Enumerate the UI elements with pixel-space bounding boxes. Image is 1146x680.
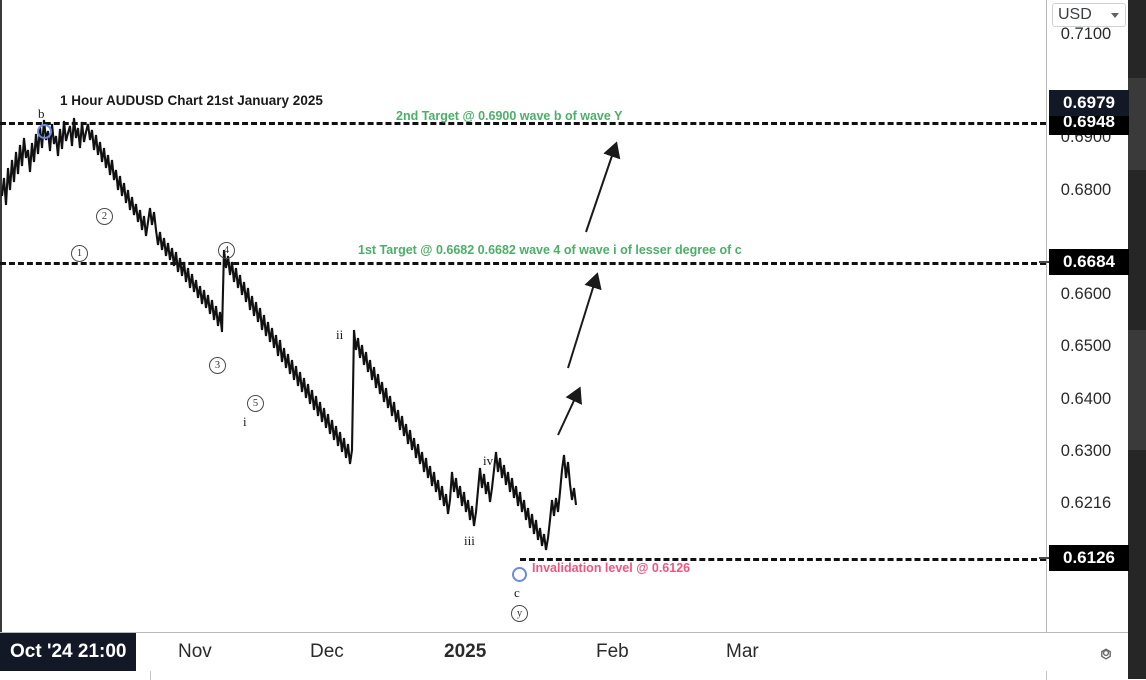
right-edge-strip — [1128, 0, 1146, 679]
price-tick-2: 0.6800 — [1060, 181, 1112, 199]
price-tick-7: 0.6216 — [1060, 494, 1112, 512]
annotation-2nd-target: 2nd Target @ 0.6900 wave b of wave Y — [396, 109, 623, 123]
annotation-1st-target: 1st Target @ 0.6682 0.6682 wave 4 of wav… — [358, 243, 742, 257]
price-axis[interactable]: 0.7100 0.6900 0.6800 0.6600 0.6500 0.640… — [1039, 0, 1129, 632]
time-tick-nov: Nov — [178, 641, 212, 662]
right-strip-segment-2 — [1128, 330, 1146, 450]
pivot-marker-c — [512, 567, 527, 582]
price-badge-tick-0-6126 — [1039, 557, 1049, 559]
level-line-invalidation — [520, 558, 1046, 561]
time-badge-current[interactable]: Oct '24 21:00 — [0, 633, 137, 671]
chart-plot-area[interactable]: 1 Hour AUDUSD Chart 21st January 2025 2n… — [0, 0, 1046, 632]
currency-selector[interactable]: USD — [1052, 3, 1126, 27]
time-tick-2025: 2025 — [444, 641, 487, 662]
price-tick-3: 0.6600 — [1060, 285, 1112, 303]
arrow-leg-3 — [585, 141, 621, 233]
price-badge-tick-0-6684 — [1039, 261, 1049, 263]
price-badge-0-6979[interactable]: 0.6979 — [1049, 90, 1129, 116]
price-tick-6: 0.6300 — [1060, 442, 1112, 460]
wave-label-4: 4 — [218, 242, 235, 259]
wave-label-y: y — [511, 605, 528, 622]
wave-label-iii: iii — [464, 533, 475, 548]
audusd-price-line — [0, 117, 578, 551]
right-strip-segment-1 — [1128, 78, 1146, 170]
time-axis-separator-1 — [150, 671, 151, 680]
plot-left-border — [0, 0, 2, 632]
chevron-down-icon[interactable] — [1111, 12, 1119, 18]
wave-label-5: 5 — [247, 395, 264, 412]
time-axis[interactable]: Oct '24 21:00 Nov Dec 2025 Feb Mar — [0, 632, 1146, 680]
wave-label-2: 2 — [96, 208, 113, 225]
time-tick-mar: Mar — [726, 641, 759, 662]
wave-label-ii: ii — [336, 327, 344, 342]
time-axis-separator-2 — [1046, 671, 1047, 680]
wave-label-iv: iv — [483, 453, 494, 468]
price-tick-0: 0.7100 — [1060, 25, 1112, 43]
price-badge-0-6126[interactable]: 0.6126 — [1049, 545, 1129, 571]
wave-label-3: 3 — [209, 357, 226, 374]
wave-label-b: b — [38, 106, 45, 121]
price-badge-0-6684[interactable]: 0.6684 — [1049, 249, 1129, 275]
wave-label-i: i — [243, 414, 247, 429]
wave-label-c: c — [514, 585, 520, 600]
wave-label-1: 1 — [71, 245, 88, 262]
price-tick-5: 0.6400 — [1060, 390, 1112, 408]
chart-title: 1 Hour AUDUSD Chart 21st January 2025 — [60, 93, 323, 108]
time-tick-dec: Dec — [310, 641, 344, 662]
time-tick-feb: Feb — [596, 641, 629, 662]
currency-label: USD — [1058, 6, 1092, 23]
price-tick-4: 0.6500 — [1060, 337, 1112, 355]
settings-gear-icon[interactable] — [1096, 643, 1116, 663]
annotation-invalidation-level: Invalidation level @ 0.6126 — [532, 561, 691, 575]
arrow-leg-1 — [557, 386, 582, 436]
arrow-leg-2 — [567, 272, 602, 369]
level-line-1st-target — [0, 262, 1046, 265]
pivot-marker-b — [37, 124, 52, 139]
